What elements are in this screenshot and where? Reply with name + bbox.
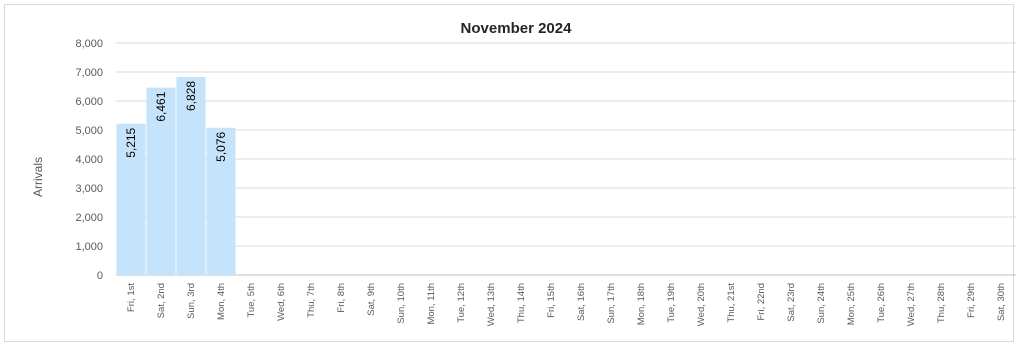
x-tick-label: Sat, 16th	[576, 283, 587, 321]
x-tick-label: Mon, 25th	[846, 283, 857, 325]
data-label: 6,828	[184, 81, 198, 111]
x-tick-label: Tue, 26th	[876, 283, 887, 323]
y-tick-label: 5,000	[75, 125, 103, 137]
x-tick-label: Mon, 11th	[426, 283, 437, 325]
y-tick-label: 2,000	[75, 212, 103, 224]
x-tick-label: Fri, 1st	[126, 283, 137, 312]
y-tick-label: 8,000	[75, 38, 103, 50]
x-tick-label: Fri, 15th	[546, 283, 557, 318]
y-tick-label: 4,000	[75, 154, 103, 166]
x-tick-label: Fri, 22nd	[756, 283, 767, 321]
gridlines	[116, 42, 1016, 276]
x-tick-label: Sat, 23rd	[786, 283, 797, 322]
bar	[206, 127, 236, 276]
x-tick-label: Tue, 5th	[246, 283, 257, 318]
x-tick-label: Mon, 4th	[216, 283, 227, 320]
x-tick-label: Sun, 10th	[396, 283, 407, 324]
y-tick-label: 3,000	[75, 183, 103, 195]
y-tick-label: 0	[97, 270, 103, 282]
x-tick-label: Thu, 21st	[726, 283, 737, 323]
bars	[116, 76, 236, 276]
data-label: 6,461	[154, 91, 168, 121]
x-tick-label: Sat, 30th	[996, 283, 1007, 321]
x-tick-label: Wed, 13th	[486, 283, 497, 326]
data-labels: 5,215 6,461 6,828 5,076	[124, 81, 228, 162]
x-tick-label: Fri, 29th	[966, 283, 977, 318]
bar	[146, 87, 176, 275]
y-tick-label: 7,000	[75, 67, 103, 79]
chart-title: November 2024	[461, 20, 573, 37]
x-tick-label: Sun, 17th	[606, 283, 617, 324]
x-tick-label: Wed, 27th	[906, 283, 917, 326]
x-tick-label: Wed, 20th	[696, 283, 707, 326]
x-tick-label: Wed, 6th	[276, 283, 287, 321]
bar	[176, 76, 206, 275]
x-tick-label: Sun, 3rd	[186, 283, 197, 319]
y-axis-ticks: 0 1,000 2,000 3,000 4,000 5,000 6,000 7,000 8,00…	[75, 38, 103, 282]
x-tick-label: Fri, 8th	[336, 283, 347, 313]
bar	[116, 123, 146, 275]
x-tick-label: Sun, 24th	[816, 283, 827, 324]
x-tick-label: Sat, 9th	[366, 283, 377, 316]
data-label: 5,076	[214, 131, 228, 161]
x-tick-label: Thu, 7th	[306, 283, 317, 318]
x-tick-label: Mon, 18th	[636, 283, 647, 325]
y-tick-label: 1,000	[75, 241, 103, 253]
data-label: 5,215	[124, 127, 138, 157]
y-axis-title: Arrivals	[31, 157, 45, 197]
y-tick-label: 6,000	[75, 96, 103, 108]
x-axis-ticks: Fri, 1st Sat, 2nd Sun, 3rd Mon, 4th Tue, 5th…	[126, 283, 1007, 326]
x-tick-label: Sat, 2nd	[156, 283, 167, 318]
x-tick-label: Thu, 14th	[516, 283, 527, 323]
x-tick-label: Tue, 19th	[666, 283, 677, 323]
x-tick-label: Thu, 28th	[936, 283, 947, 323]
x-tick-label: Tue, 12th	[456, 283, 467, 323]
